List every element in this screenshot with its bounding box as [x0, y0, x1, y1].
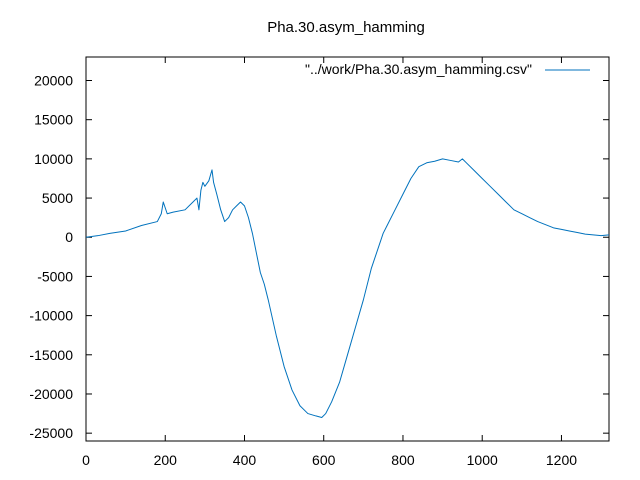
- x-tick-label: 200: [154, 452, 178, 468]
- legend-label: "../work/Pha.30.asym_hamming.csv": [305, 61, 532, 77]
- axis-tick-labels: 0 200 400 600 800 1000 1200 -25000 -20000 -15000 -…: [29, 73, 577, 468]
- chart-title: Pha.30.asym_hamming: [267, 19, 425, 36]
- y-tick-label: -10000: [29, 308, 73, 324]
- x-tick-label: 1200: [546, 452, 577, 468]
- y-tick-label: 10000: [34, 151, 73, 167]
- axis-ticks: [85, 57, 609, 441]
- plot-frame: [85, 56, 610, 442]
- series-line: [85, 158, 610, 418]
- x-tick-label: 1000: [467, 452, 498, 468]
- y-tick-label: 20000: [34, 73, 73, 89]
- x-tick-label: 0: [82, 452, 90, 468]
- x-tick-label: 800: [391, 452, 415, 468]
- y-tick-label: 5000: [42, 190, 73, 206]
- series-layer: [85, 158, 610, 418]
- y-tick-label: 15000: [34, 112, 73, 128]
- y-tick-label: -5000: [37, 268, 73, 284]
- x-tick-label: 400: [233, 452, 257, 468]
- y-tick-label: 0: [65, 229, 73, 245]
- y-tick-label: -25000: [29, 425, 73, 441]
- y-tick-label: -20000: [29, 386, 73, 402]
- x-tick-label: 600: [312, 452, 336, 468]
- legend: "../work/Pha.30.asym_hamming.csv": [305, 61, 590, 77]
- y-tick-label: -15000: [29, 347, 73, 363]
